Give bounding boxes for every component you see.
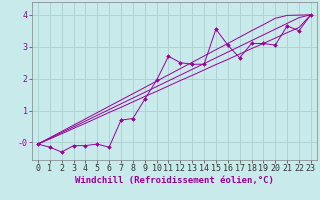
X-axis label: Windchill (Refroidissement éolien,°C): Windchill (Refroidissement éolien,°C) [75,176,274,185]
